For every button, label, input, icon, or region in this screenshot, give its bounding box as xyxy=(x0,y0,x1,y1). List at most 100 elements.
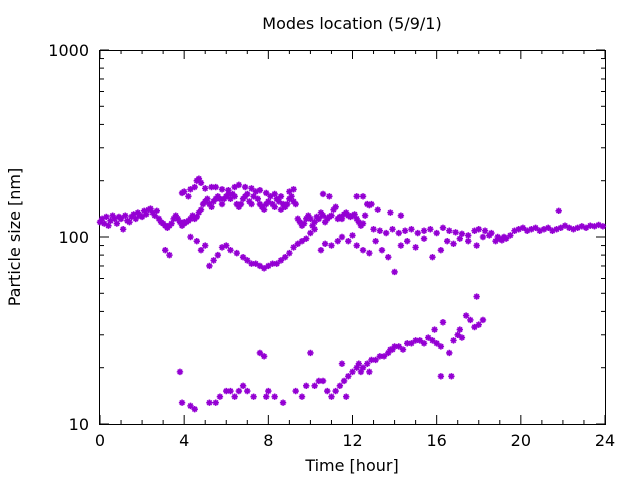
data-point xyxy=(349,368,356,376)
data-point xyxy=(307,349,314,357)
data-point xyxy=(599,223,607,230)
data-point xyxy=(292,200,299,208)
data-point xyxy=(126,218,133,226)
data-point xyxy=(404,340,411,347)
data-point xyxy=(298,393,306,400)
data-point xyxy=(202,242,209,249)
data-point xyxy=(324,387,331,395)
data-point xyxy=(303,215,310,223)
data-point xyxy=(321,240,329,247)
data-point xyxy=(355,218,363,226)
data-point xyxy=(420,235,428,242)
data-point xyxy=(496,235,503,242)
data-point xyxy=(311,218,318,226)
data-point xyxy=(475,321,482,328)
data-point xyxy=(227,246,234,254)
data-point xyxy=(305,212,312,219)
x-axis-label: Time [hour] xyxy=(304,456,398,475)
data-point xyxy=(260,206,268,213)
data-point xyxy=(448,373,455,380)
data-point xyxy=(254,195,262,203)
data-point xyxy=(338,215,346,223)
data-point xyxy=(132,215,139,223)
data-point xyxy=(202,185,209,192)
data-point xyxy=(166,251,173,259)
data-point xyxy=(519,224,527,231)
x-tick-label: 12 xyxy=(342,431,362,450)
data-point xyxy=(231,193,238,200)
data-point xyxy=(292,387,299,395)
data-point xyxy=(212,399,219,406)
y-tick-label: 100 xyxy=(58,228,89,247)
data-point xyxy=(195,209,203,216)
data-point xyxy=(412,337,419,344)
data-point xyxy=(429,253,436,261)
data-point xyxy=(260,353,268,360)
data-point xyxy=(380,353,388,360)
data-point xyxy=(298,237,306,245)
data-point xyxy=(193,213,200,221)
data-point xyxy=(239,382,247,390)
data-point xyxy=(359,364,367,371)
data-point xyxy=(587,222,594,229)
data-point xyxy=(237,200,245,208)
data-point xyxy=(359,220,367,227)
data-point xyxy=(317,246,325,254)
data-point xyxy=(130,211,137,218)
data-point xyxy=(290,186,297,193)
data-point xyxy=(317,209,325,216)
data-point xyxy=(319,377,327,385)
data-point xyxy=(252,260,259,267)
data-point xyxy=(532,224,539,231)
data-point xyxy=(361,212,369,219)
data-point xyxy=(265,262,272,270)
data-point xyxy=(376,227,384,234)
data-point xyxy=(178,399,186,406)
data-point xyxy=(353,215,360,223)
data-point xyxy=(214,251,222,259)
data-point xyxy=(376,353,384,360)
axis-ticks xyxy=(99,49,606,425)
data-point xyxy=(334,237,341,245)
data-point xyxy=(456,326,464,333)
data-point xyxy=(446,349,453,357)
data-point xyxy=(275,198,283,205)
data-point xyxy=(189,212,196,219)
data-point xyxy=(263,393,270,400)
data-point xyxy=(486,232,493,239)
data-point xyxy=(328,242,335,249)
data-point xyxy=(180,188,188,195)
data-point xyxy=(370,226,377,233)
data-point xyxy=(439,319,447,326)
data-point xyxy=(290,198,297,205)
data-point xyxy=(225,186,232,194)
x-tick-label: 8 xyxy=(263,431,273,450)
data-point xyxy=(382,229,390,237)
data-point xyxy=(366,368,373,376)
data-point xyxy=(174,215,182,223)
data-point xyxy=(336,382,344,390)
data-point xyxy=(223,387,230,395)
data-point xyxy=(294,215,301,223)
data-point xyxy=(319,190,327,198)
data-point xyxy=(269,200,276,208)
data-point xyxy=(471,227,478,234)
data-point xyxy=(458,230,466,238)
data-point xyxy=(465,232,472,239)
data-point xyxy=(218,186,226,193)
data-point xyxy=(231,393,238,400)
x-tick-label: 16 xyxy=(426,431,446,450)
data-point xyxy=(404,237,411,245)
data-point xyxy=(187,233,194,241)
data-point xyxy=(111,215,118,223)
data-point xyxy=(467,316,474,324)
data-point xyxy=(202,198,209,205)
data-point xyxy=(231,183,238,191)
data-point xyxy=(277,193,285,200)
data-point xyxy=(345,237,352,245)
data-point xyxy=(315,377,323,385)
data-point xyxy=(446,227,453,234)
data-point xyxy=(473,242,480,249)
data-point xyxy=(101,220,108,227)
data-point xyxy=(199,200,207,208)
